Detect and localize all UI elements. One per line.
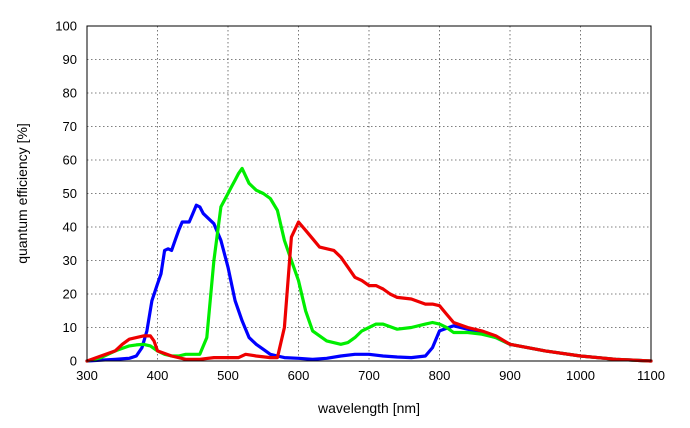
y-tick-label: 60 bbox=[63, 153, 77, 168]
y-tick-label: 0 bbox=[70, 354, 77, 369]
series-lines bbox=[85, 166, 653, 363]
y-tick-label: 70 bbox=[63, 119, 77, 134]
x-tick-label: 600 bbox=[288, 368, 310, 383]
x-tick-label: 400 bbox=[147, 368, 169, 383]
x-tick-label: 1000 bbox=[566, 368, 595, 383]
x-tick-label: 1100 bbox=[637, 368, 665, 383]
x-tick-label: 900 bbox=[499, 368, 521, 383]
tick-labels: 300 400 500 600 700 800 900 1000 1100 0 10 20 30 40 50… bbox=[55, 19, 665, 384]
y-tick-label: 20 bbox=[63, 287, 77, 302]
y-tick-label: 40 bbox=[63, 220, 77, 235]
x-tick-label: 800 bbox=[429, 368, 451, 383]
y-tick-label: 10 bbox=[63, 320, 77, 335]
y-tick-label: 30 bbox=[63, 253, 77, 268]
y-tick-label: 100 bbox=[55, 19, 77, 34]
blue-series-line bbox=[85, 203, 653, 363]
y-tick-label: 50 bbox=[63, 186, 77, 201]
x-tick-label: 300 bbox=[76, 368, 98, 383]
y-tick-label: 80 bbox=[63, 86, 77, 101]
x-axis-label: wavelength [nm] bbox=[317, 400, 420, 416]
y-axis-label: quantum efficiency [%] bbox=[14, 123, 30, 264]
y-tick-label: 90 bbox=[63, 52, 77, 67]
x-tick-label: 700 bbox=[358, 368, 380, 383]
x-tick-label: 500 bbox=[217, 368, 239, 383]
green-series-line bbox=[85, 166, 653, 363]
grid-lines bbox=[87, 26, 651, 361]
red-series-line bbox=[85, 220, 653, 363]
plot-frame bbox=[86, 25, 652, 362]
